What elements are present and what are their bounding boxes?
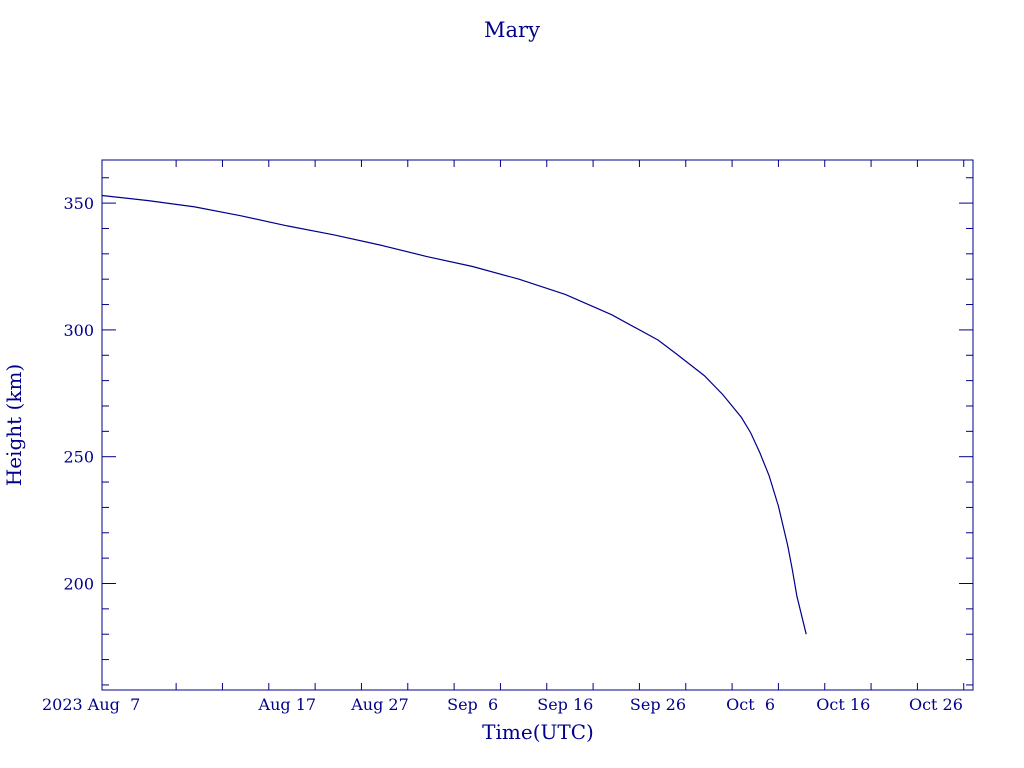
plot-frame: [101, 159, 974, 691]
x-axis-label: Time(UTC): [482, 720, 594, 744]
y-tick-label: 300: [63, 321, 94, 340]
x-tick-label: Aug 17: [258, 695, 317, 714]
y-tick-labels: 200 250 300 350: [63, 194, 94, 593]
height-series-line: [101, 194, 807, 635]
y-tick-label: 250: [63, 448, 94, 467]
x-tick-label: Oct 6: [726, 695, 775, 714]
x-tick-label: 2023 Aug 7: [42, 695, 140, 714]
x-tick-labels: 2023 Aug 7 Aug 17 Aug 27 Sep 6 Sep 16 Sep 26 O…: [42, 695, 963, 714]
x-tick-label: Aug 27: [350, 695, 409, 714]
chart-title: Mary: [484, 18, 540, 42]
x-tick-label: Sep 26: [630, 695, 686, 714]
y-axis-label: Height (km): [2, 364, 26, 486]
y-tick-label: 350: [63, 194, 94, 213]
x-tick-label: Oct 26: [909, 695, 963, 714]
x-tick-label: Oct 16: [816, 695, 870, 714]
y-tick-label: 200: [63, 574, 94, 593]
axis-ticks: [102, 160, 973, 690]
x-tick-label: Sep 16: [537, 695, 593, 714]
x-tick-label: Sep 6: [447, 695, 498, 714]
